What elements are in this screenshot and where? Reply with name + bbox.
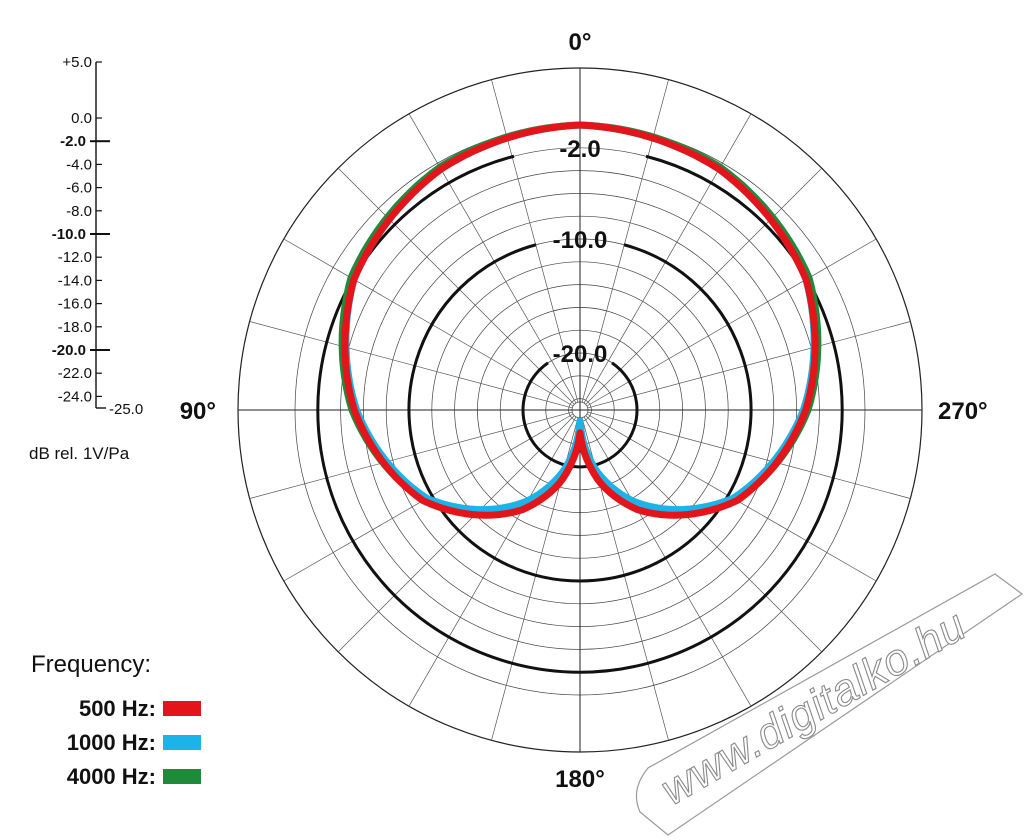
scale-label: -2.0 [60, 133, 86, 150]
scale-label: -14.0 [58, 272, 92, 289]
watermark-badge [635, 573, 1024, 836]
legend-label: 500 Hz: [79, 696, 156, 721]
grid-radial [337, 167, 575, 405]
scale-label: 0.0 [71, 110, 92, 127]
grid-radial [587, 321, 911, 409]
legend-swatch [163, 735, 201, 750]
grid-radial [408, 113, 577, 404]
grid-radial [586, 238, 877, 407]
curve-500hz [341, 121, 819, 519]
ring-labels: -2.0 -10.0 -20.0 [553, 136, 608, 368]
bold-ring [521, 361, 639, 469]
ring-label: -20.0 [553, 341, 608, 368]
legend-swatch [163, 701, 201, 716]
bold-ring [316, 154, 844, 674]
grid-radial [585, 167, 823, 405]
polar-grid [237, 67, 923, 753]
grid-radial [249, 411, 573, 499]
legend-label: 1000 Hz: [67, 730, 156, 755]
grid-radial [491, 79, 579, 403]
scale-label: -16.0 [58, 296, 92, 313]
angle-labels: 0° 90° 180° 270° [180, 29, 988, 793]
watermark-text: www.digitalko.hu [653, 600, 975, 814]
grid-radial [337, 415, 575, 653]
scale-label: -20.0 [52, 342, 86, 359]
legend: Frequency: 500 Hz: 1000 Hz: 4000 Hz: [31, 651, 201, 789]
watermark: www.digitalko.hu [635, 573, 1024, 836]
scale-label: -24.0 [58, 388, 92, 405]
legend-label: 4000 Hz: [67, 764, 156, 789]
angle-label: 0° [569, 29, 592, 56]
scale-label: -8.0 [66, 203, 92, 220]
ring-label: -10.0 [553, 227, 608, 254]
grid-radial [283, 238, 574, 407]
scale-label: -6.0 [66, 180, 92, 197]
grid-radial [583, 113, 752, 404]
grid-radial [583, 416, 752, 707]
angle-label: 90° [180, 398, 216, 425]
scale-label: -4.0 [66, 156, 92, 173]
unit-label: dB rel. 1V/Pa [29, 444, 130, 463]
scale-label: -22.0 [58, 365, 92, 382]
angle-label: 180° [555, 766, 605, 793]
ring-label: -2.0 [559, 136, 600, 163]
scale-label: -25.0 [109, 401, 143, 418]
db-scale: +5.0 0.0 -2.0 -4.0 -6.0 -8.0 -10.0 -12.0 -14.0 -1… [52, 54, 143, 418]
scale-label: -18.0 [58, 319, 92, 336]
grid-radial [408, 416, 577, 707]
scale-label: +5.0 [62, 54, 92, 71]
grid-radial [585, 415, 823, 653]
grid-radial [587, 411, 911, 499]
legend-title: Frequency: [31, 651, 151, 678]
scale-label: -10.0 [52, 226, 86, 243]
angle-label: 270° [938, 398, 988, 425]
legend-swatch [163, 769, 201, 784]
grid-radial [249, 321, 573, 409]
scale-label: -12.0 [58, 249, 92, 266]
grid-radial [581, 79, 669, 403]
bold-ring [407, 243, 753, 583]
polar-curves [338, 121, 822, 519]
